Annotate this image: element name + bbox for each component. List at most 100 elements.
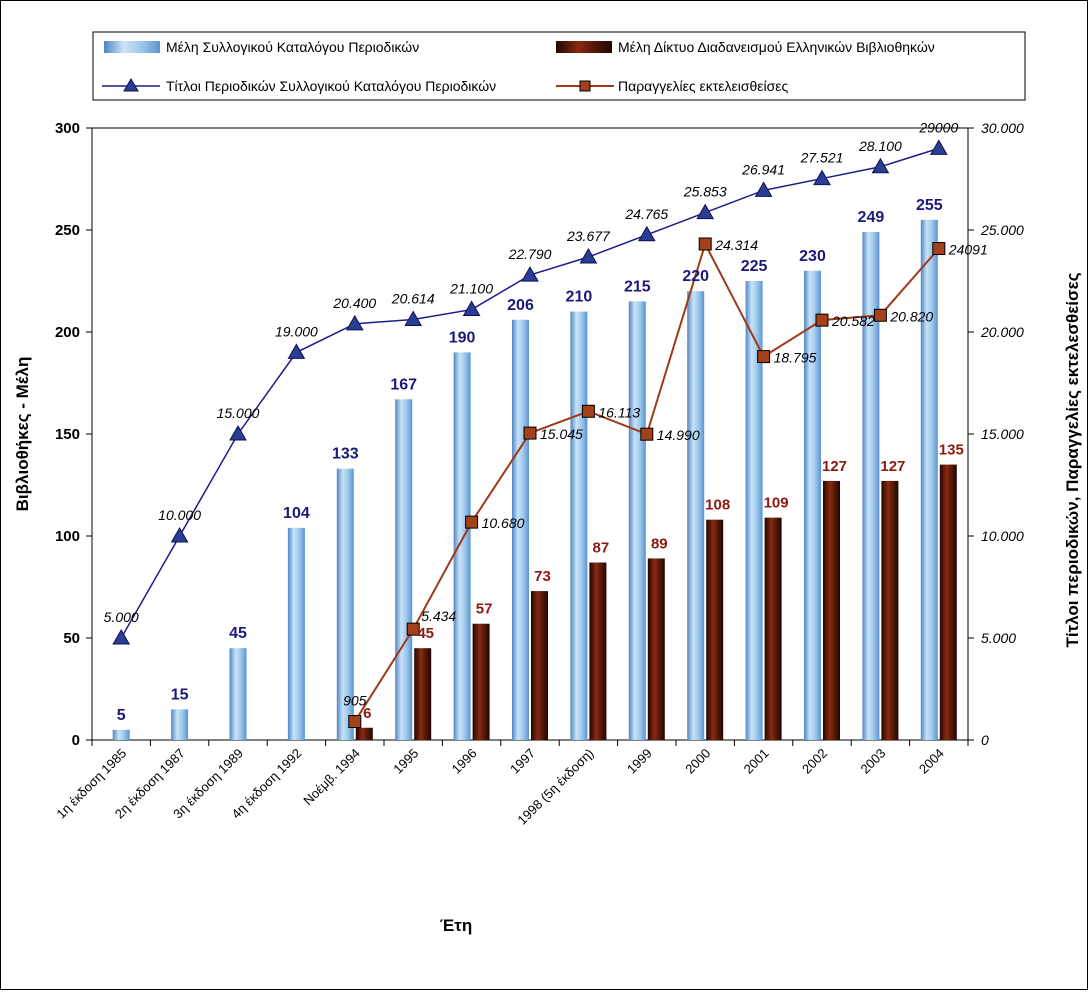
bar-label-libraries-members: 190 — [449, 329, 476, 346]
marker-journal-titles — [579, 247, 598, 264]
point-label-journal-titles: 15.000 — [217, 405, 260, 421]
y2-tick-label: 30.000 — [981, 120, 1024, 136]
y2-tick-label: 10.000 — [981, 528, 1024, 544]
bar-label-libraries-members: 5 — [117, 707, 126, 724]
legend-triangle-marker-icon — [123, 78, 139, 92]
bar-libraries-members — [920, 219, 938, 741]
y2-tick-label: 0 — [981, 732, 989, 748]
y2-tick-label: 20.000 — [980, 324, 1024, 340]
point-label-journal-titles: 25.853 — [683, 184, 727, 200]
marker-journal-titles — [637, 225, 656, 242]
point-label-orders-executed: 18.795 — [774, 350, 817, 366]
bar-libraries-members — [628, 301, 646, 740]
y2-tick-label: 5.000 — [981, 630, 1016, 646]
bar-libraries-members — [862, 232, 880, 741]
marker-journal-titles — [754, 181, 773, 197]
point-label-journal-titles: 20.400 — [332, 295, 376, 311]
bar-label-libraries-members: 133 — [332, 446, 359, 463]
y2-axis-title: Τίτλοι περιοδικών, Παραγγελίες εκτελεσθε… — [1063, 272, 1082, 647]
bar-libraries-members — [287, 527, 305, 740]
point-label-journal-titles: 29000 — [918, 119, 958, 135]
axis-ticks: 0 50 100 150 200 250 300 0 5.000 10.000 15.000 20.0… — [55, 120, 1024, 749]
bar-label-libraries-members: 45 — [229, 625, 247, 642]
marker-journal-titles — [345, 314, 364, 331]
point-label-journal-titles: 23.677 — [566, 228, 611, 244]
marker-orders-executed — [465, 515, 479, 529]
bar-label-libraries-members: 15 — [171, 686, 189, 703]
marker-journal-titles — [696, 203, 715, 220]
point-label-orders-executed: 10.680 — [482, 515, 525, 531]
point-label-journal-titles: 22.790 — [508, 246, 552, 262]
point-label-orders-executed: 14.990 — [657, 427, 700, 443]
y-tick-label: 0 — [72, 732, 80, 749]
bar-label-libraries-members: 230 — [799, 248, 826, 265]
point-label-journal-titles: 10.000 — [158, 507, 201, 523]
bar-libraries-members — [804, 270, 821, 740]
legend-swatch-red-bar — [556, 41, 612, 53]
marker-journal-titles — [112, 628, 131, 645]
marker-journal-titles — [871, 157, 890, 174]
bar-interlending-members — [647, 558, 665, 740]
marker-orders-executed — [523, 426, 537, 440]
bar-label-interlending-members: 127 — [880, 458, 905, 475]
bar-interlending-members — [414, 648, 432, 740]
marker-orders-executed — [873, 308, 887, 322]
bar-libraries-members — [570, 311, 588, 740]
marker-journal-titles — [287, 343, 306, 359]
point-label-journal-titles: 27.521 — [800, 150, 844, 166]
point-label-orders-executed: 20.820 — [889, 308, 933, 324]
point-label-orders-executed: 24.314 — [714, 237, 758, 253]
marker-orders-executed — [932, 242, 946, 256]
bar-interlending-members — [939, 464, 957, 740]
marker-journal-titles — [229, 424, 247, 441]
bar-interlending-members — [706, 519, 724, 740]
point-label-orders-executed: 24091 — [948, 242, 988, 258]
marker-journal-titles — [404, 310, 423, 326]
bar-label-libraries-members: 255 — [916, 197, 943, 214]
legend-label-1: Μέλη Δίκτυο Διαδανεισμού Ελληνικών Βιβλι… — [618, 39, 935, 55]
bar-interlending-members — [531, 591, 548, 740]
point-label-journal-titles: 28.100 — [858, 138, 902, 154]
point-label-orders-executed: 16.113 — [598, 404, 640, 420]
point-label-journal-titles: 19.000 — [275, 323, 318, 339]
bar-libraries-members — [745, 281, 763, 740]
y-tick-label: 50 — [63, 630, 80, 647]
bar-label-libraries-members: 225 — [741, 258, 768, 275]
bar-interlending-members — [881, 480, 899, 740]
bars — [112, 219, 957, 741]
y-tick-label: 200 — [55, 324, 80, 341]
point-label-orders-executed: 5.434 — [421, 608, 456, 624]
bar-label-libraries-members: 215 — [624, 278, 651, 295]
bar-interlending-members — [472, 623, 490, 740]
marker-journal-titles — [462, 300, 481, 317]
marker-journal-titles — [813, 169, 831, 186]
point-label-journal-titles: 20.614 — [391, 290, 435, 306]
bar-label-interlending-members: 135 — [939, 442, 964, 459]
marker-orders-executed — [640, 427, 654, 441]
point-label-orders-executed: 20.582 — [831, 313, 875, 329]
bar-label-interlending-members: 57 — [476, 601, 493, 618]
y-tick-label: 300 — [55, 120, 80, 137]
x-axis-title: Έτη — [440, 916, 472, 935]
y-tick-label: 100 — [55, 528, 80, 545]
bar-label-interlending-members: 109 — [764, 495, 789, 512]
bar-label-interlending-members: 108 — [705, 497, 730, 514]
point-label-orders-executed: 15.045 — [540, 426, 583, 442]
marker-orders-executed — [406, 622, 420, 636]
point-label-orders-executed: 905 — [343, 693, 367, 709]
legend: Μέλη Συλλογικού Καταλόγου Περιοδικών Μέλ… — [92, 31, 1026, 101]
legend-square-marker-icon — [579, 80, 591, 92]
marker-orders-executed — [348, 715, 362, 729]
y2-tick-label: 15.000 — [981, 426, 1024, 442]
bar-label-interlending-members: 6 — [363, 705, 371, 722]
bar-libraries-members — [395, 399, 413, 740]
bar-libraries-members — [171, 709, 189, 740]
marker-journal-titles — [170, 526, 189, 543]
y-axis-title: Βιβλιοθήκες - Μέλη — [13, 357, 32, 512]
bar-libraries-members — [229, 648, 247, 740]
marker-orders-executed — [581, 404, 595, 418]
bar-interlending-members — [764, 517, 782, 740]
marker-orders-executed — [698, 237, 712, 251]
